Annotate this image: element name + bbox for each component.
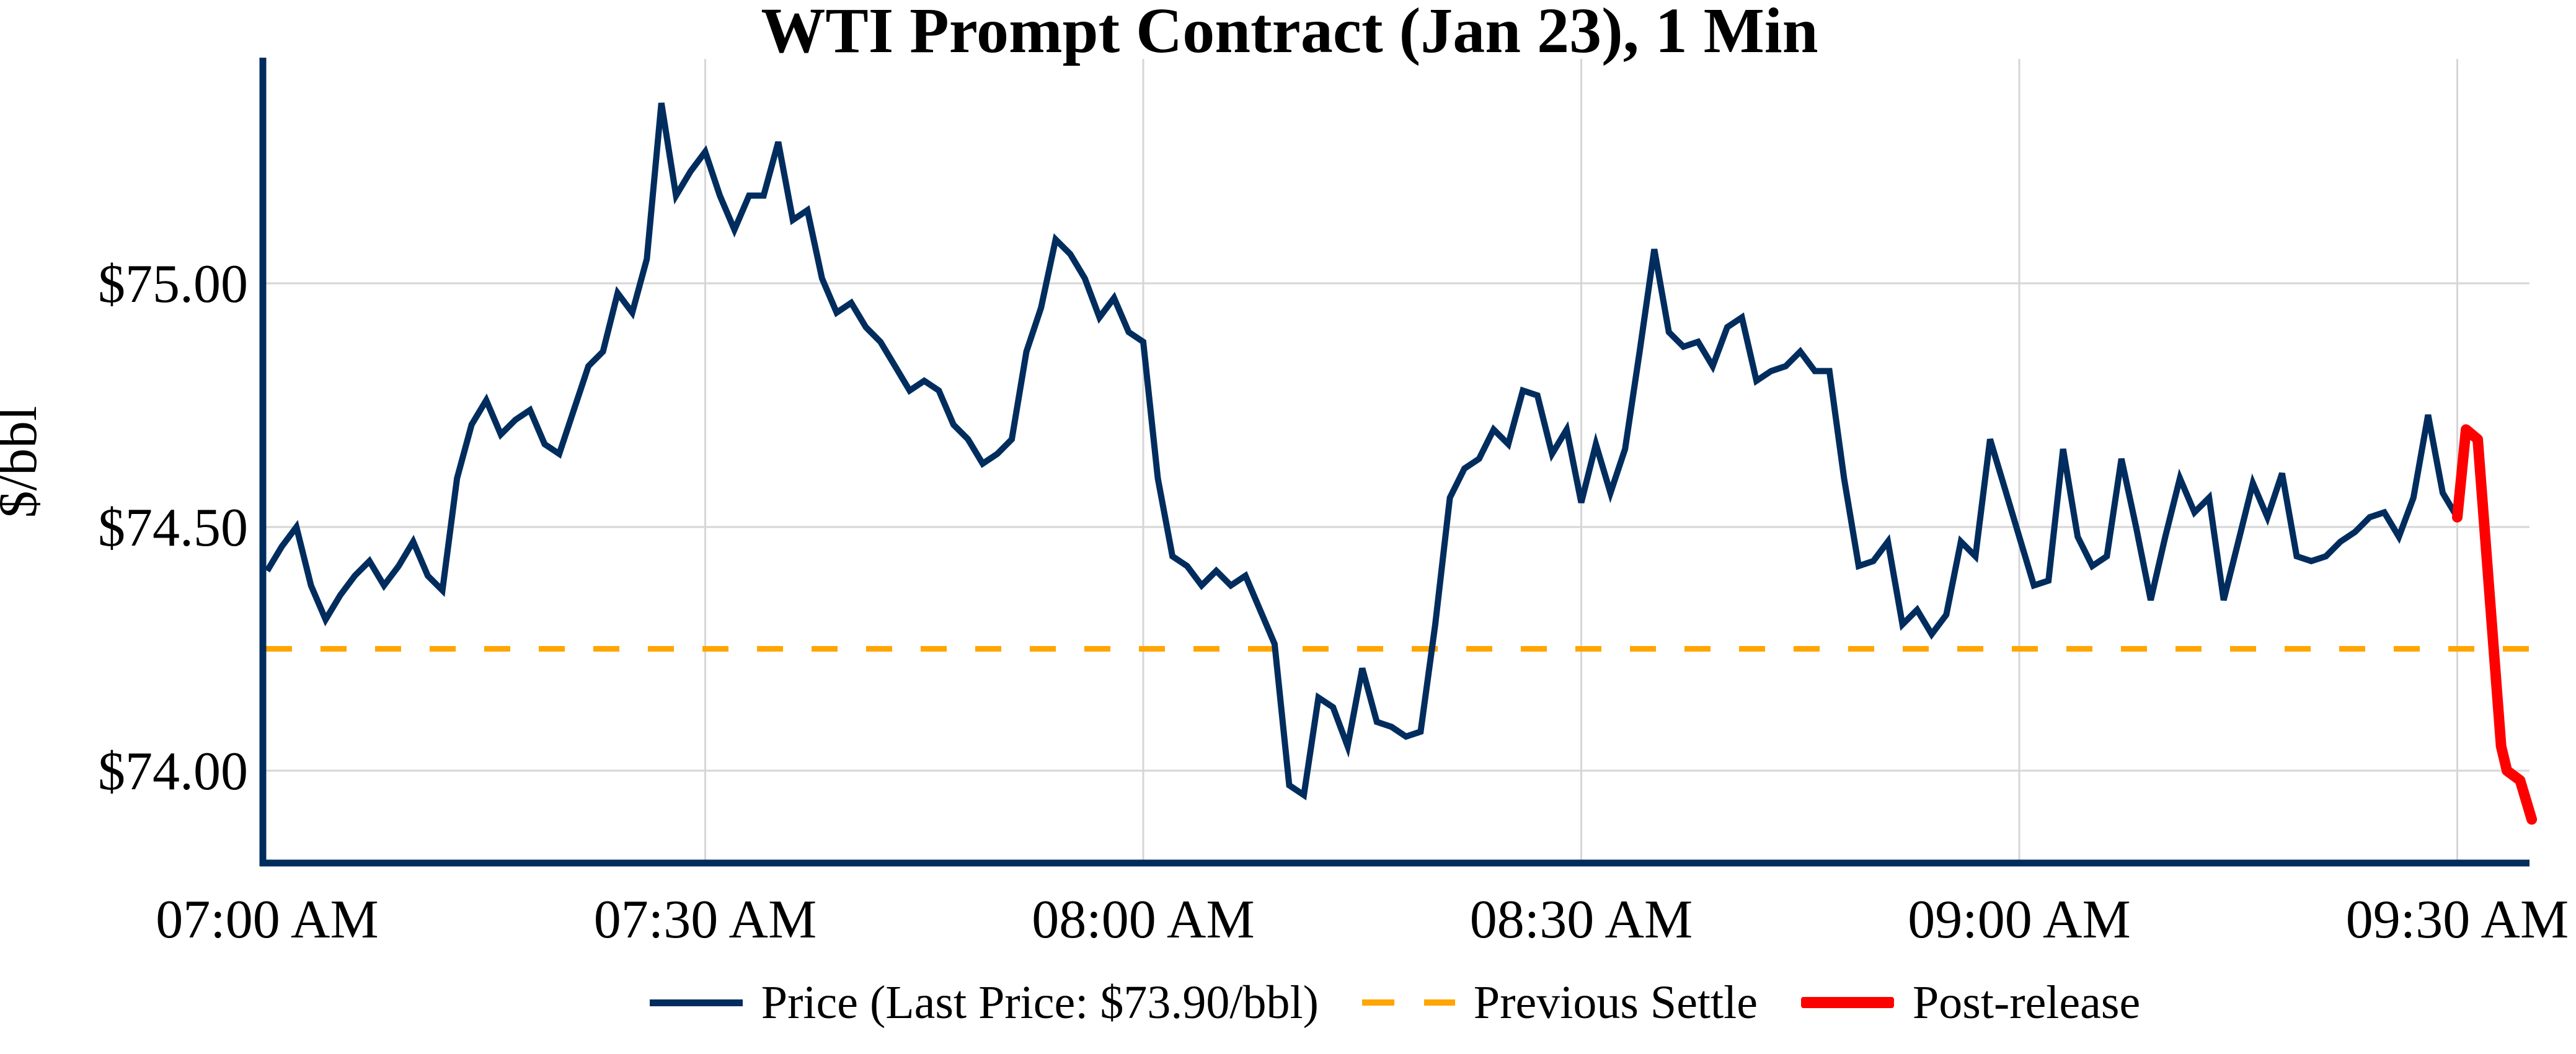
gridlines: [266, 59, 2530, 862]
legend-label-price: Price (Last Price: $73.90/bbl): [761, 976, 1319, 1029]
legend-item-price: Price (Last Price: $73.90/bbl): [649, 976, 1319, 1030]
x-tick-label-0800: 08:00 AM: [1032, 890, 1254, 950]
y-tick-label-7500: $75.00: [98, 254, 248, 314]
x-tick-label-0700: 07:00 AM: [156, 890, 378, 950]
previous-settle-swatch: [1361, 999, 1455, 1006]
x-tick-label-0730: 07:30 AM: [594, 890, 817, 950]
y-tick-label-7400: $74.00: [98, 742, 248, 802]
legend: Price (Last Price: $73.90/bbl) Previous …: [260, 968, 2530, 1037]
price-line-swatch: [649, 999, 743, 1006]
chart-title: WTI Prompt Contract (Jan 23), 1 Min: [761, 0, 1818, 66]
legend-label-post-release: Post-release: [1913, 976, 2141, 1029]
y-axis-label: $/bbl: [0, 406, 48, 518]
legend-item-post-release: Post-release: [1801, 976, 2140, 1030]
post-release-line: [2452, 424, 2538, 825]
legend-label-previous-settle: Previous Settle: [1473, 976, 1758, 1029]
legend-item-previous-settle: Previous Settle: [1361, 976, 1758, 1030]
x-tick-label-0930: 09:30 AM: [2346, 890, 2569, 950]
price-line: [264, 102, 2460, 800]
post-release-swatch: [1801, 997, 1894, 1008]
y-tick-label-7450: $74.50: [98, 498, 248, 558]
x-tick-label-0830: 08:30 AM: [1470, 890, 1693, 950]
x-tick-label-0900: 09:00 AM: [1908, 890, 2130, 950]
